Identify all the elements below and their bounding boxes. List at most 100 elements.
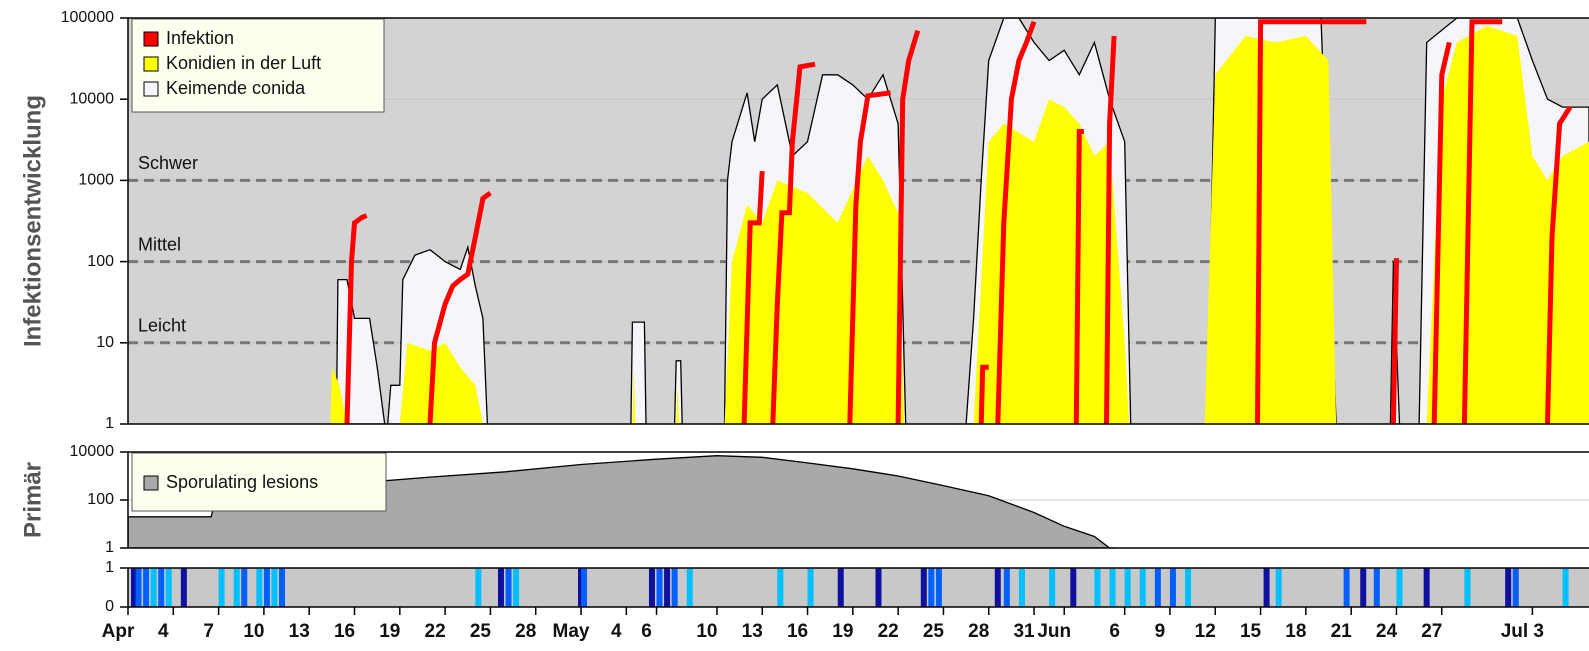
y-tick-label: 0	[105, 598, 114, 615]
strip-bar	[1263, 568, 1270, 607]
infection-line	[1545, 105, 1573, 424]
infection-line	[427, 190, 492, 424]
y-tick-label: 1000	[78, 172, 114, 189]
infection-line	[741, 170, 765, 424]
x-tick-label: 25	[923, 621, 945, 642]
threshold-label: Schwer	[138, 153, 198, 173]
strip-bar	[1396, 568, 1403, 607]
y-tick-label: 10	[96, 334, 114, 351]
strip-bar	[777, 568, 784, 607]
x-tick-label: 12	[1195, 621, 1216, 642]
strip-bar	[158, 568, 165, 607]
strip-bar	[686, 568, 693, 607]
strip-bar	[935, 568, 942, 607]
x-tick-label: Jul 3	[1501, 621, 1544, 642]
x-tick-label: 22	[425, 621, 446, 642]
infection-line	[895, 29, 921, 424]
infection-line	[1431, 41, 1452, 424]
x-tick-label: 22	[878, 621, 899, 642]
legend-swatch	[143, 56, 159, 72]
strip-bar	[131, 568, 138, 607]
strip-bar	[671, 568, 678, 607]
x-tick-label: 16	[334, 621, 355, 642]
x-tick-label: 10	[243, 621, 264, 642]
x-tick-label: 4	[611, 621, 622, 642]
x-tick-label: 10	[696, 621, 717, 642]
y-tick-label: 10000	[70, 90, 115, 107]
legend-label: Keimende conida	[166, 78, 306, 98]
x-tick-label: 31	[1013, 621, 1035, 642]
area	[330, 367, 347, 424]
x-tick-label: 25	[470, 621, 492, 642]
legend-label: Infektion	[166, 28, 234, 48]
strip-bar	[875, 568, 882, 607]
x-tick-label: Jun	[1037, 621, 1071, 642]
strip-bar	[143, 568, 150, 607]
legend-box	[131, 452, 387, 512]
infection-line	[1073, 129, 1084, 424]
legend-label: Konidien in der Luft	[166, 53, 321, 73]
strip-bar	[233, 568, 240, 607]
area	[673, 360, 683, 424]
x-tick-label: Apr	[102, 621, 135, 642]
strip-bar	[1169, 568, 1176, 607]
x-tick-label: 19	[832, 621, 853, 642]
threshold-label: Mittel	[138, 234, 181, 254]
strip-bar	[994, 568, 1001, 607]
strip-bar	[1464, 568, 1471, 607]
infection-line	[344, 213, 368, 424]
strip-bar	[1139, 568, 1146, 607]
strip-bar	[1094, 568, 1101, 607]
y-tick-label: 100000	[61, 9, 114, 26]
x-tick-label: 7	[203, 621, 214, 642]
strip-bar	[1505, 568, 1512, 607]
plot	[128, 18, 1589, 424]
x-tick-label: 15	[1240, 621, 1262, 642]
area	[632, 367, 636, 424]
strip-bar	[664, 568, 671, 607]
legend-swatch	[143, 31, 159, 47]
infection-line	[770, 61, 816, 424]
strip-bar	[1124, 568, 1131, 607]
y-axis-label: Primär	[19, 462, 46, 538]
x-tick-label: 6	[1109, 621, 1120, 642]
strip-bar	[1154, 568, 1161, 607]
strip-bar	[837, 568, 844, 607]
strip-bar	[1070, 568, 1077, 607]
x-tick-label: 18	[1285, 621, 1306, 642]
infection-line	[1104, 35, 1117, 424]
strip-bar	[1049, 568, 1056, 607]
infection-line	[1461, 19, 1503, 424]
strip-bar	[1109, 568, 1116, 607]
strip-bar	[1343, 568, 1350, 607]
x-tick-label: 13	[742, 621, 763, 642]
strip-bar	[505, 568, 512, 607]
x-tick-label: 27	[1421, 621, 1442, 642]
strip-bar	[256, 568, 263, 607]
area	[399, 342, 483, 424]
strip-bar	[1423, 568, 1430, 607]
strip-bar	[271, 568, 278, 607]
strip-bar	[165, 568, 172, 607]
threshold-label: Leicht	[138, 316, 186, 336]
legend-swatch	[143, 81, 159, 97]
y-tick-label: 100	[87, 253, 114, 270]
plot-background	[128, 568, 1589, 607]
strip-bar	[497, 568, 504, 607]
y-tick-label: 10000	[70, 443, 115, 460]
x-tick-label: 21	[1331, 621, 1353, 642]
strip-bar	[1185, 568, 1192, 607]
strip-bar	[656, 568, 663, 607]
x-tick-label: 6	[641, 621, 652, 642]
infection-line	[1390, 258, 1399, 424]
strip-bar	[263, 568, 270, 607]
x-tick-label: 28	[968, 621, 989, 642]
strip-bar	[920, 568, 927, 607]
strip-bar	[648, 568, 655, 607]
strip-bar	[1373, 568, 1380, 607]
legend-label: Sporulating lesions	[166, 472, 318, 492]
infection-line	[995, 20, 1037, 424]
strip-bar	[180, 568, 187, 607]
y-tick-label: 1	[105, 559, 114, 576]
strip-bar	[581, 568, 588, 607]
